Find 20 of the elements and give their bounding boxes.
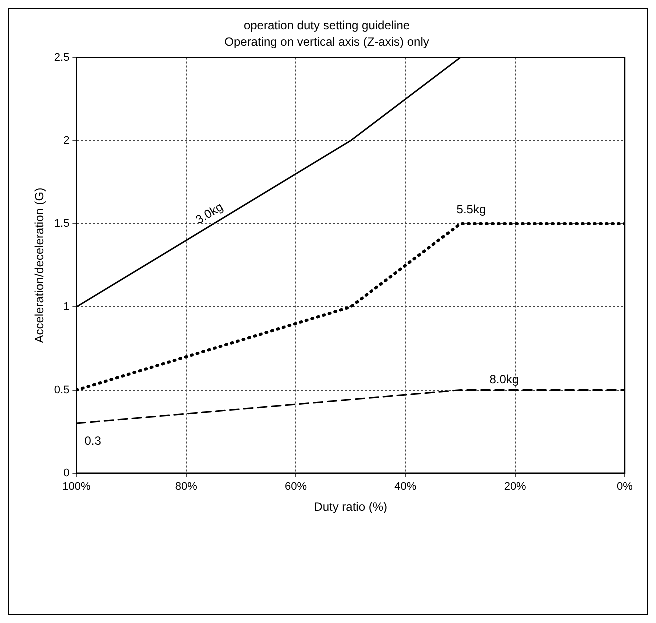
y-tick-label: 2.5 <box>54 52 70 64</box>
x-tick-label: 80% <box>175 481 198 494</box>
x-tick-label: 40% <box>394 481 417 494</box>
y-axis-title: Acceleration/deceleration (G) <box>32 188 47 344</box>
y-tick-label: 1.5 <box>54 218 70 230</box>
annotation: 0.3 <box>84 434 102 448</box>
text: 3.0kg <box>193 200 226 228</box>
series-label: 5.5kg <box>456 202 486 216</box>
x-axis-title: Duty ratio (%) <box>314 500 388 514</box>
y-tick-label: 1 <box>64 301 70 314</box>
chart-title: operation duty setting guideline <box>244 18 410 33</box>
x-tick-label: 20% <box>504 481 527 494</box>
x-tick-label: 100% <box>62 481 91 494</box>
y-tick-label: 0.5 <box>54 384 70 396</box>
series-label: 8.0kg <box>490 372 520 387</box>
x-tick-label: 60% <box>285 481 308 494</box>
y-tick-label: 0 <box>64 467 70 480</box>
y-tick-label: 2 <box>64 134 70 147</box>
chart-subtitle: Operating on vertical axis (Z-axis) only <box>224 34 430 49</box>
x-tick-label: 0% <box>617 481 634 494</box>
